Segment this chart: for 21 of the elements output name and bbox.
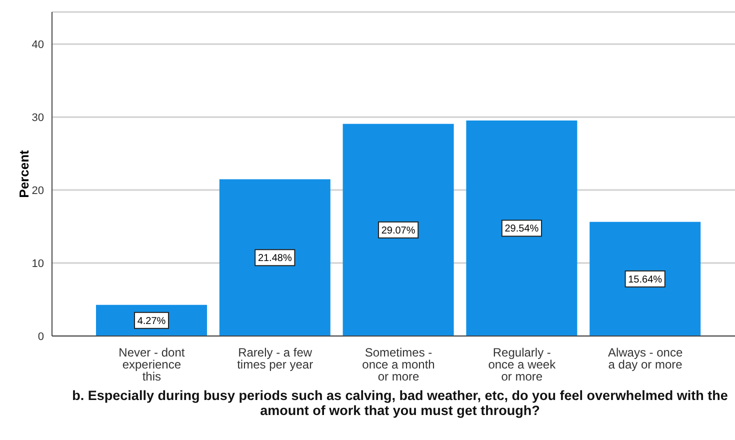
data-label: 29.07%	[381, 225, 416, 236]
bar	[342, 124, 454, 336]
x-tick-label: Always - once a day or more	[608, 346, 683, 372]
x-tick-label: Never - dont experience this	[118, 346, 186, 384]
x-tick-label: Regularly - once a week or more	[488, 346, 557, 384]
bar	[219, 179, 330, 336]
x-axis-title: b. Especially during busy periods such as calving, bad weather, etc, do you feel overwhelmed with the amount of work that you must get through?	[71, 388, 729, 418]
data-label: 29.54%	[504, 224, 539, 235]
y-tick-label: 10	[32, 258, 44, 270]
data-label: 21.48%	[258, 253, 292, 264]
y-tick-label: 40	[32, 39, 44, 52]
data-label: 15.64%	[628, 274, 662, 286]
x-tick-label: Rarely - a few times per year	[237, 346, 314, 372]
y-tick-label: 20	[32, 184, 44, 197]
bar	[590, 222, 701, 336]
data-label: 4.27%	[137, 316, 166, 327]
y-tick-label: 0	[38, 330, 44, 343]
bar	[466, 120, 578, 336]
x-tick-label: Sometimes - once a month or more	[362, 346, 435, 384]
y-axis-title: Percent	[16, 149, 32, 198]
y-tick-label: 30	[32, 112, 44, 124]
